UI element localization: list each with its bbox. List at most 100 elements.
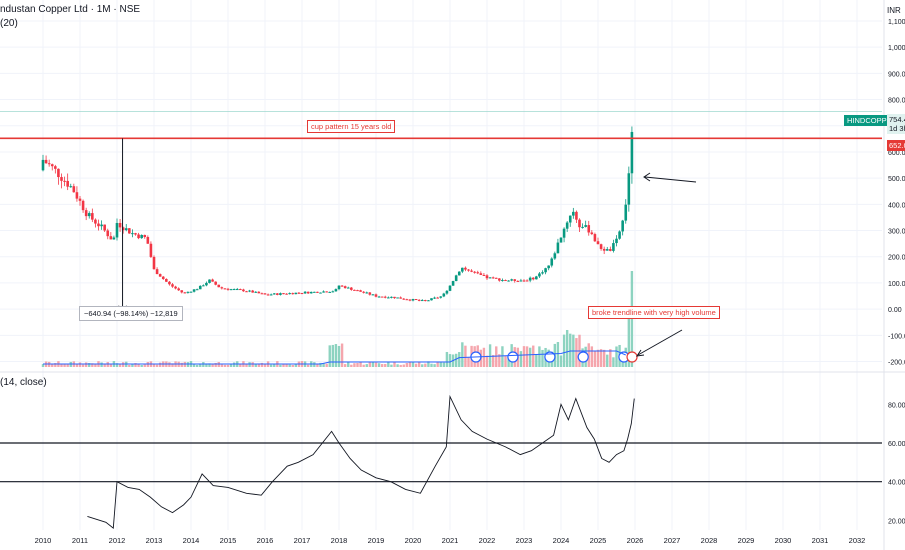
- candle-body: [75, 192, 79, 199]
- volume-bar: [248, 362, 251, 367]
- volume-bar: [430, 363, 433, 367]
- candle-body: [417, 299, 421, 301]
- rsi-series: [87, 394, 635, 529]
- candle-body: [220, 287, 224, 289]
- volume-bar: [81, 364, 85, 367]
- volume-bar: [217, 362, 220, 367]
- volume-bar: [94, 364, 97, 367]
- candle-body: [91, 213, 94, 220]
- x-tick-label: 2020: [405, 536, 422, 545]
- volume-bar: [100, 362, 103, 367]
- x-tick-label: 2017: [294, 536, 311, 545]
- candle-body: [615, 238, 618, 244]
- candle-body: [467, 269, 470, 271]
- ma-legend: (20): [0, 18, 18, 29]
- x-tick-label: 2014: [183, 536, 200, 545]
- candle-body: [602, 248, 606, 251]
- volume-bar: [121, 362, 125, 367]
- volume-bar: [467, 356, 470, 367]
- candle-body: [198, 285, 202, 290]
- volume-bar: [343, 364, 347, 367]
- volume-bar: [66, 364, 69, 367]
- candle-body: [442, 293, 446, 297]
- volume-bar: [402, 364, 405, 367]
- rsi-tick-label: 60.00: [888, 441, 905, 448]
- candle-body: [118, 222, 122, 228]
- candle-body: [445, 290, 449, 294]
- volume-bar: [575, 338, 578, 367]
- candle-body: [461, 267, 464, 272]
- candle-body: [408, 299, 412, 301]
- volume-bar: [202, 362, 205, 367]
- volume-bar: [408, 362, 412, 367]
- volume-bar: [168, 362, 171, 367]
- volume-bar: [282, 363, 285, 367]
- volume-bar: [269, 364, 273, 367]
- candle-body: [470, 270, 473, 272]
- candle-body: [300, 292, 304, 294]
- candle-body: [165, 278, 168, 282]
- volume-bar: [371, 361, 375, 367]
- candle-body: [272, 293, 276, 295]
- volume-bar: [109, 363, 113, 367]
- candle-body: [192, 289, 196, 292]
- volume-bar: [140, 364, 143, 367]
- candle-body: [368, 292, 372, 295]
- pointer-arrowhead: [643, 172, 651, 182]
- candle-body: [553, 253, 557, 259]
- x-tick-label: 2032: [849, 536, 866, 545]
- volume-bar: [535, 354, 538, 367]
- volume-bar: [421, 364, 424, 367]
- candle-body: [177, 288, 180, 291]
- volume-bar: [285, 364, 288, 367]
- candle-body: [365, 292, 369, 294]
- candle-body: [260, 293, 264, 295]
- chart-title: ndustan Copper Ltd · 1M · NSE: [0, 4, 141, 15]
- candle-body: [223, 288, 227, 290]
- volume-bar: [273, 364, 276, 367]
- candle-body: [340, 285, 344, 287]
- volume-bar: [377, 363, 381, 367]
- candle-body: [433, 297, 436, 299]
- volume-bar: [214, 362, 217, 367]
- volume-bar: [587, 343, 590, 367]
- volume-bar: [439, 361, 442, 367]
- time-axis: 2010 2011 2012 2013 2014 2015 2016 2017 2018 2019…: [35, 536, 866, 545]
- candle-body: [54, 166, 57, 169]
- volume-bar: [155, 364, 159, 367]
- candle-body: [81, 200, 85, 211]
- volume-bar: [337, 345, 341, 367]
- candle-body: [544, 268, 547, 273]
- volume-bar: [414, 363, 418, 367]
- trendline-break-note[interactable]: broke trendline with very high volume: [588, 306, 720, 319]
- volume-bar: [229, 364, 233, 367]
- candle-body: [414, 299, 418, 301]
- volume-bar: [347, 362, 350, 367]
- volume-bar: [365, 364, 368, 367]
- volume-bar: [596, 349, 600, 367]
- volume-bar: [137, 363, 140, 367]
- x-tick-label: 2012: [109, 536, 126, 545]
- y-tick-label: 200.00: [888, 255, 905, 262]
- volume-bar: [387, 362, 390, 367]
- cup-pattern-note[interactable]: cup pattern 15 years old: [307, 120, 396, 133]
- volume-bar: [461, 342, 464, 367]
- candle-body: [587, 225, 591, 233]
- candle-body: [297, 292, 301, 294]
- candle-body: [488, 277, 492, 279]
- candle-body: [334, 289, 338, 292]
- volume-bar: [491, 354, 495, 367]
- candle-body: [362, 291, 365, 293]
- candle-body: [100, 224, 103, 227]
- drawdown-measure-label[interactable]: −640.94 (−98.14%) −12,819: [79, 306, 183, 321]
- volume-bar: [319, 362, 322, 367]
- volume-bar: [615, 346, 618, 367]
- volume-bar: [294, 363, 298, 367]
- volume-bar: [482, 347, 486, 367]
- dividend-marker: [507, 351, 519, 363]
- y-tick-label: 0.00: [888, 307, 902, 314]
- candle-body: [550, 258, 554, 266]
- volume-bar: [442, 362, 446, 367]
- x-tick-label: 2031: [812, 536, 829, 545]
